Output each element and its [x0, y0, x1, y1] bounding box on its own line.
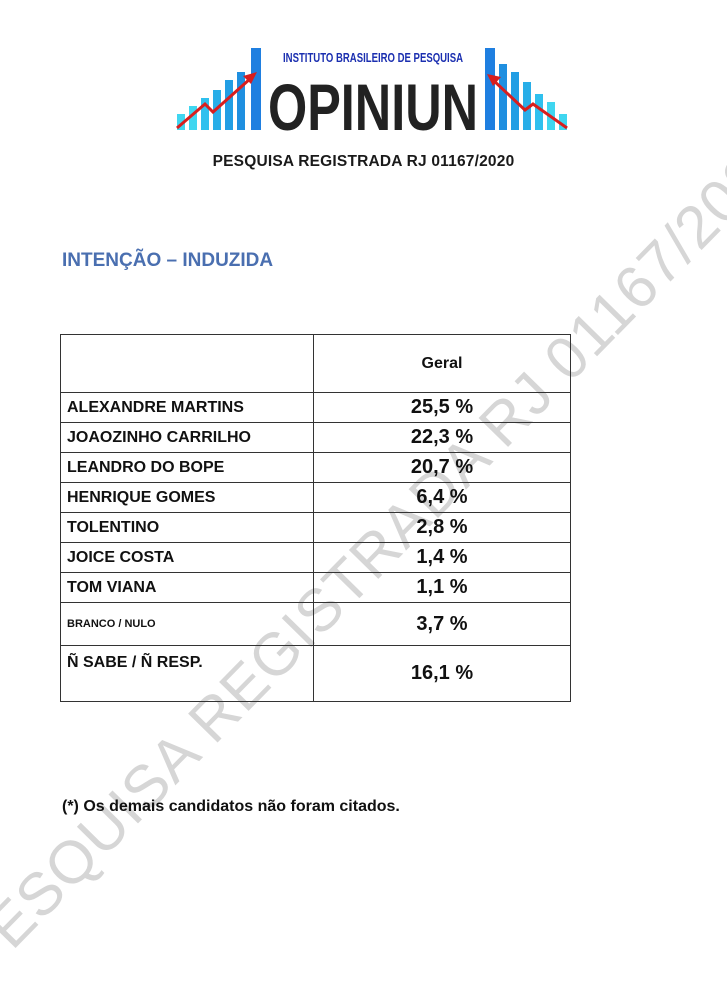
table-row: HENRIQUE GOMES 6,4 %: [60, 482, 571, 513]
candidate-value: 1,1 %: [313, 572, 571, 603]
candidate-name: BRANCO / NULO: [60, 602, 314, 646]
svg-text:OPINIUN: OPINIUN: [268, 70, 478, 132]
candidate-value: 2,8 %: [313, 512, 571, 543]
candidate-name: ALEXANDRE MARTINS: [60, 392, 314, 423]
candidate-value: 6,4 %: [313, 482, 571, 513]
candidate-name: JOAOZINHO CARRILHO: [60, 422, 314, 453]
table-row: TOM VIANA 1,1 %: [60, 572, 571, 603]
candidate-name: HENRIQUE GOMES: [60, 482, 314, 513]
candidate-value: 20,7 %: [313, 452, 571, 483]
footnote: (*) Os demais candidatos não foram citad…: [62, 798, 400, 815]
candidate-name: JOICE COSTA: [60, 542, 314, 573]
opiniun-logo: INSTITUTO BRASILEIRO DE PESQUISA OPINIUN: [176, 48, 568, 132]
table-row: ALEXANDRE MARTINS 25,5 %: [60, 392, 571, 423]
table-row: LEANDRO DO BOPE 20,7 %: [60, 452, 571, 483]
section-title: INTENÇÃO – INDUZIDA: [62, 250, 274, 271]
table-row: BRANCO / NULO 3,7 %: [60, 602, 571, 646]
candidate-value: 16,1 %: [313, 645, 571, 702]
registration-number: PESQUISA REGISTRADA RJ 01167/2020: [212, 153, 515, 170]
candidate-name: Ñ SABE / Ñ RESP.: [60, 645, 314, 702]
header-blank: [60, 334, 314, 393]
table-row: JOAOZINHO CARRILHO 22,3 %: [60, 422, 571, 453]
table-header: Geral: [60, 334, 571, 393]
svg-text:INSTITUTO BRASILEIRO DE PESQUI: INSTITUTO BRASILEIRO DE PESQUISA: [283, 51, 463, 65]
candidate-name: LEANDRO DO BOPE: [60, 452, 314, 483]
table-row: JOICE COSTA 1,4 %: [60, 542, 571, 573]
candidate-value: 3,7 %: [313, 602, 571, 646]
candidate-name: TOLENTINO: [60, 512, 314, 543]
candidate-value: 1,4 %: [313, 542, 571, 573]
candidate-value: 22,3 %: [313, 422, 571, 453]
results-table: Geral ALEXANDRE MARTINS 25,5 % JOAOZINHO …: [60, 334, 571, 702]
candidate-name: TOM VIANA: [60, 572, 314, 603]
table-row: TOLENTINO 2,8 %: [60, 512, 571, 543]
header-geral: Geral: [313, 334, 571, 393]
candidate-value: 25,5 %: [313, 392, 571, 423]
table-row: Ñ SABE / Ñ RESP. 16,1 %: [60, 645, 571, 702]
